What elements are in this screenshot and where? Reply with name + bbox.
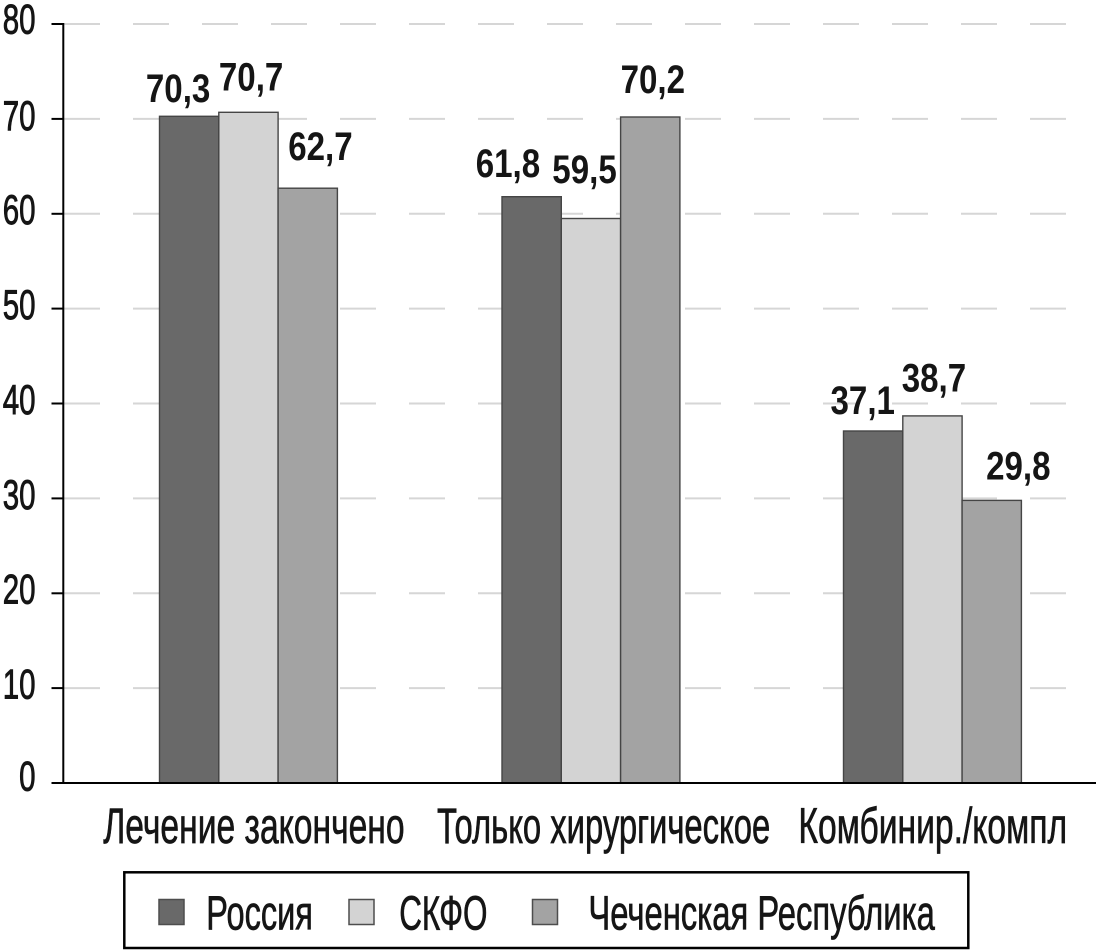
svg-text:60: 60 [3,186,36,233]
svg-text:80: 80 [3,0,36,43]
svg-text:62,7: 62,7 [288,124,352,169]
svg-text:Чеченская Республика: Чеченская Республика [588,886,935,940]
svg-text:30: 30 [3,471,36,518]
svg-text:0: 0 [19,752,35,799]
svg-text:Лечение закончено: Лечение закончено [103,798,404,854]
svg-text:50: 50 [3,281,36,328]
svg-text:СКФО: СКФО [399,886,487,940]
svg-text:70,3: 70,3 [146,66,210,111]
svg-text:70,7: 70,7 [219,55,283,100]
svg-text:59,5: 59,5 [552,147,616,192]
svg-text:38,7: 38,7 [902,356,966,401]
svg-text:40: 40 [3,376,36,423]
svg-text:29,8: 29,8 [986,444,1050,489]
svg-text:70: 70 [3,92,36,139]
svg-text:Россия: Россия [206,886,313,940]
svg-text:37,1: 37,1 [831,378,895,423]
svg-text:Только хирургическое: Только хирургическое [437,798,770,854]
svg-text:20: 20 [3,566,36,613]
svg-text:61,8: 61,8 [476,141,540,186]
svg-text:10: 10 [3,660,36,707]
svg-text:70,2: 70,2 [621,57,685,102]
svg-text:Комбинир./компл: Комбинир./компл [798,798,1067,854]
